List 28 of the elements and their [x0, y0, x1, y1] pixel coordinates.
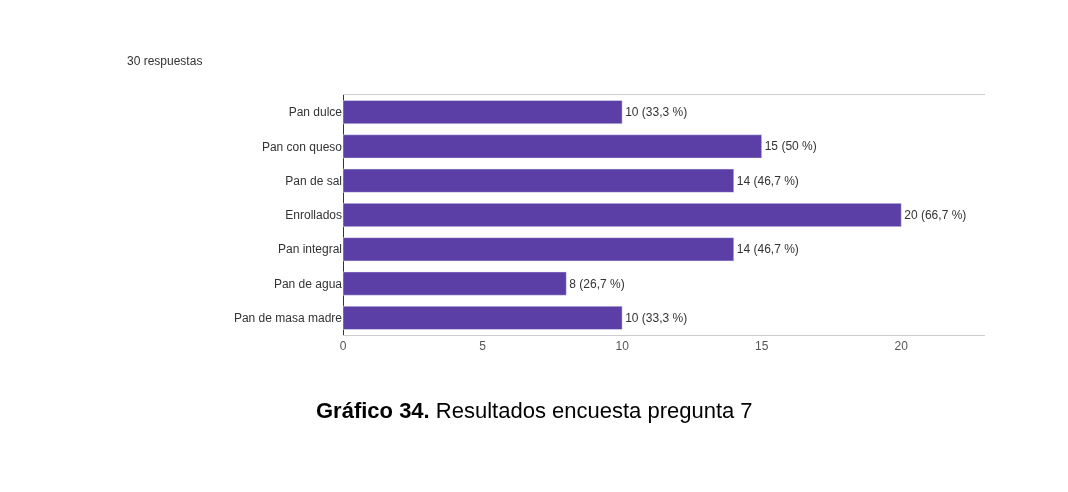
y-tick-label: Pan de sal	[285, 173, 342, 188]
text: Gráfico 34. Resultados encuesta pregunta 7	[316, 398, 753, 423]
data-label: 10 (33,3 %)	[625, 310, 688, 325]
bar	[343, 100, 623, 125]
data-label: 15 (50 %)	[764, 139, 817, 154]
x-tick-label: 20	[894, 339, 909, 354]
bar	[343, 134, 762, 159]
x-tick-label: 15	[755, 339, 769, 354]
data-label: 8 (26,7 %)	[569, 276, 625, 291]
y-tick-label: Enrollados	[285, 208, 342, 223]
y-tick-label: Pan de agua	[273, 276, 343, 291]
data-label: 14 (46,7 %)	[736, 173, 799, 188]
y-tick-label: Pan con queso	[261, 139, 343, 154]
data-label: 20 (66,7 %)	[904, 208, 967, 222]
bar	[343, 271, 567, 296]
y-tick-label: Pan integral	[277, 242, 342, 257]
x-tick-label: 0	[339, 339, 347, 354]
x-tick-label: 5	[479, 339, 487, 354]
bar	[343, 168, 735, 193]
text: 30 respuestas	[127, 54, 203, 68]
bar	[343, 203, 902, 227]
data-label: 10 (33,3 %)	[625, 105, 688, 120]
bar	[343, 305, 623, 330]
data-label: 14 (46,7 %)	[736, 242, 799, 257]
bar	[343, 237, 735, 262]
y-tick-label: Pan dulce	[288, 105, 343, 120]
y-tick-label: Pan de masa madre	[233, 311, 343, 326]
x-tick-label: 10	[615, 339, 630, 354]
